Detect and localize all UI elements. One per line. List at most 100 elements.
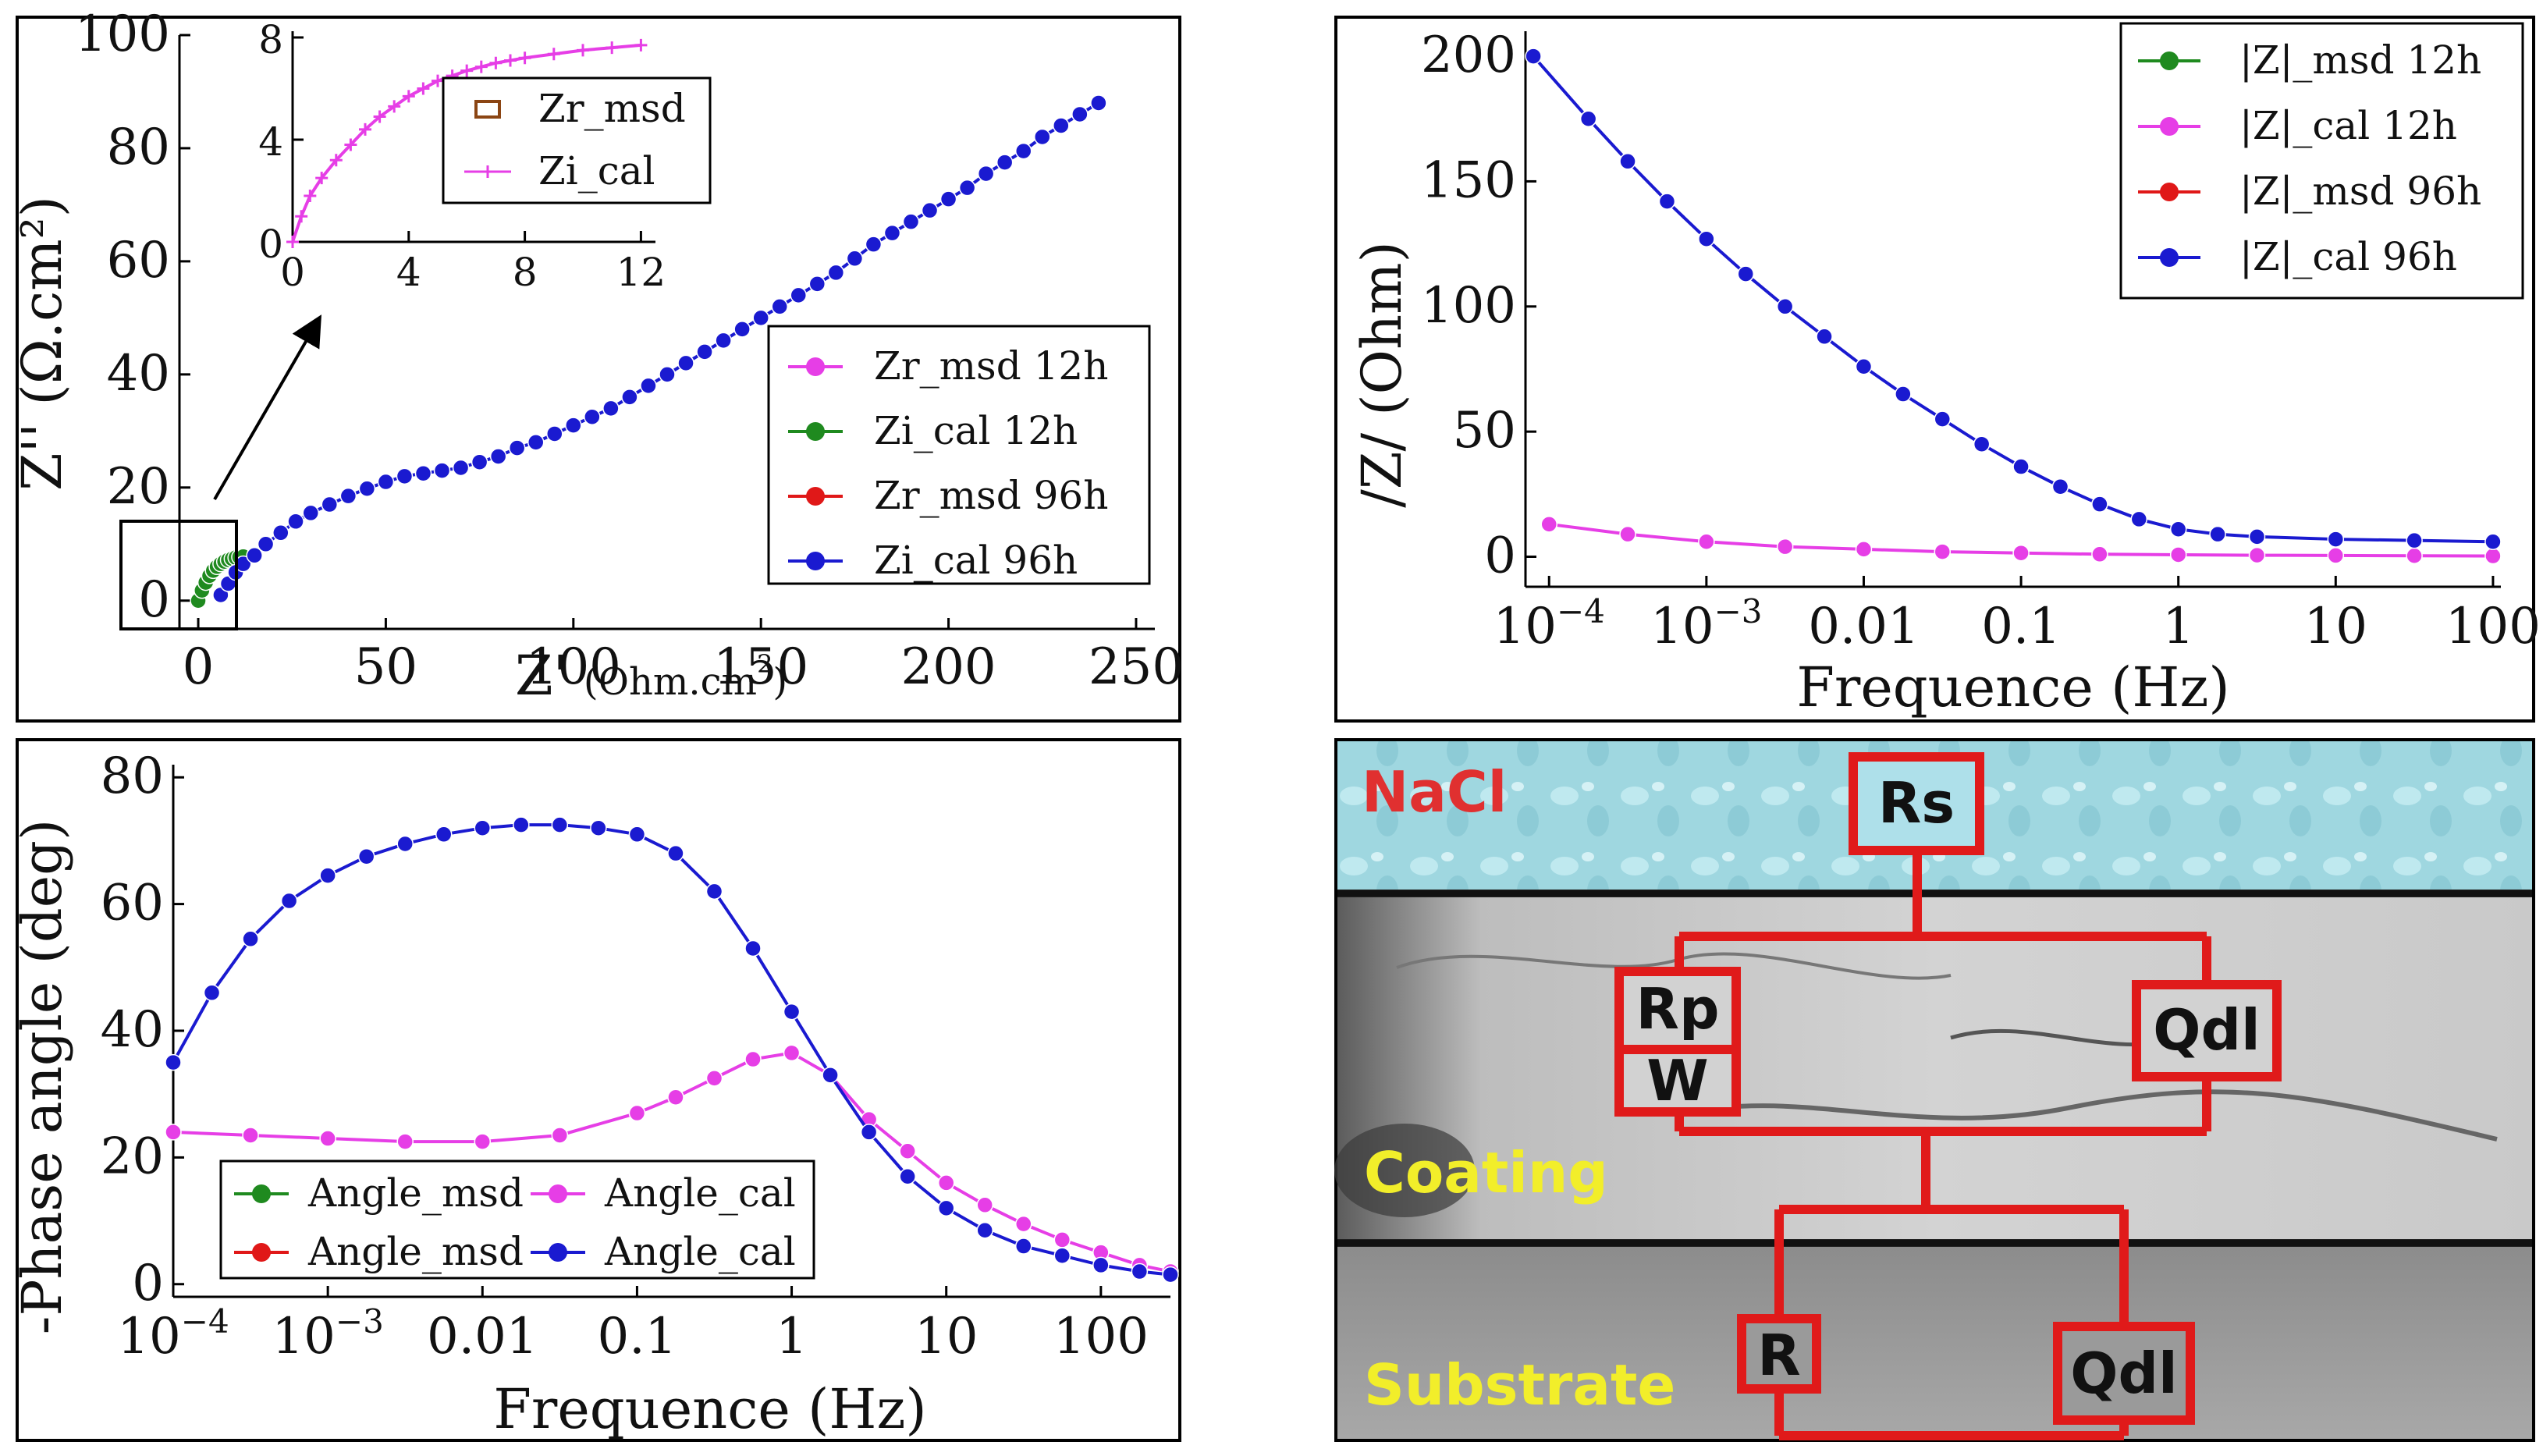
bode-phase-96h-point [937, 1199, 955, 1217]
bode-phase-96h-point [357, 847, 375, 865]
nyquist-inset: 0 4 8 12 0 4 8 Zr_msd Zi_cal [258, 17, 712, 295]
bode-phase-96h-point [1092, 1256, 1110, 1274]
y-tick-label: 0 [138, 571, 170, 629]
bode-phase-96h-point [242, 930, 259, 948]
bode-phase-96h-point [590, 819, 607, 836]
x-tick-text: 10 [117, 1308, 180, 1365]
bode-phase-96h-point [551, 816, 569, 833]
legend-label: |Z|_cal 96h [2239, 234, 2457, 279]
inset-zi-point [460, 64, 474, 77]
y-tick-label: 60 [107, 232, 170, 289]
nyquist-96h-point [257, 535, 275, 553]
legend-swatch-marker [2160, 248, 2179, 267]
x-tick-label: 10−3 [1650, 592, 1762, 655]
legend-label: Zi_cal 96h [874, 538, 1078, 583]
bode-mod-96h-point [2012, 458, 2030, 475]
inset-zi-point [315, 172, 329, 185]
inset-legend-box [442, 76, 712, 204]
y-tick-label: 0 [258, 222, 283, 267]
x-tick-text: 250 [1089, 638, 1184, 696]
legend-swatch-marker [2160, 117, 2179, 136]
bode-phase-96h-point [203, 984, 221, 1002]
legend-label: Angle_msd [307, 1229, 524, 1274]
legend-swatch-marker [806, 422, 825, 441]
nyquist-96h-point [1053, 117, 1070, 134]
nyquist-96h-point [677, 354, 694, 372]
bode-mod-12h-point [2406, 547, 2423, 564]
bode-mod-series [1525, 48, 2502, 565]
nyquist-y-ticks: 0 20 40 60 80 100 [75, 5, 190, 629]
legend-swatch-marker [806, 487, 825, 506]
inset-zi-point [304, 190, 317, 203]
x-tick-label: 100 [1053, 1308, 1149, 1365]
inset-zi-point [634, 38, 648, 51]
nyquist-96h-point [246, 547, 263, 564]
y-tick-label: 40 [107, 345, 170, 403]
x-tick-label: 0 [280, 250, 305, 295]
x-tick-exponent: −3 [1714, 592, 1763, 630]
x-tick-label: 10−4 [1493, 592, 1605, 655]
x-tick-label: 0.1 [1981, 598, 2061, 655]
inset-zi-point [329, 154, 343, 167]
x-tick-text: 1 [776, 1308, 808, 1365]
nyquist-zoom-arrow [213, 314, 322, 501]
legend-label: Zr_msd 96h [874, 473, 1108, 518]
bode-mod-96h-point [1934, 410, 1952, 428]
inset-zi-point [402, 90, 415, 103]
layer-label-coating: Coating [1364, 1140, 1608, 1206]
nyquist-96h-point [584, 408, 601, 425]
inset-zi-point [547, 48, 560, 61]
bode-mod-96h-point [1855, 358, 1873, 375]
bode-phase-96h-point [435, 826, 453, 843]
x-tick-label: 10−4 [117, 1302, 229, 1365]
inset-zi-point [606, 41, 619, 55]
inset-zi-point [286, 236, 299, 248]
legend-swatch-marker [2160, 183, 2179, 201]
y-tick-label: 80 [101, 748, 164, 805]
bode-phase-96h-point [744, 939, 762, 957]
x-tick-text: 100 [2445, 598, 2541, 655]
element-label-rs: Rs [1878, 770, 1955, 836]
y-tick-label: 150 [1421, 151, 1516, 209]
bode-mod-96h-point [1776, 298, 1794, 315]
circuit-wires [1675, 851, 2211, 1440]
bode-phase-12h-point [1053, 1231, 1071, 1248]
inset-zi-point [474, 60, 488, 73]
bode-phase-96h-point [1053, 1247, 1071, 1264]
nyquist-96h-point [1090, 94, 1107, 112]
bode-mod-96h-point [1525, 48, 1542, 65]
x-tick-label: 0.1 [598, 1308, 677, 1365]
bode-phase-x-ticks: 10−4 10−3 0.01 0.1 1 10 100 [117, 1286, 1149, 1365]
bode-phase-12h-point [783, 1044, 801, 1062]
y-tick-label: 20 [107, 458, 170, 516]
bode-phase-12h-point [242, 1127, 259, 1144]
bode-mod-96h-point [1973, 435, 1991, 453]
nyquist-96h-point [452, 459, 470, 477]
nyquist-96h-point [939, 190, 957, 208]
layer-label-substrate: Substrate [1364, 1352, 1675, 1418]
bode-mod-96h-point [1737, 265, 1755, 282]
bode-phase-12h-point [165, 1124, 182, 1141]
inset-legend-swatch [474, 100, 501, 119]
x-tick-label: 200 [900, 638, 996, 696]
bode-mod-12h-point [2091, 545, 2108, 563]
nyquist-96h-point [358, 480, 376, 498]
inset-zi-point [417, 82, 430, 95]
nyquist-96h-point [565, 417, 582, 434]
bode-phase-12h-point [319, 1130, 336, 1147]
x-tick-label: 1 [776, 1308, 808, 1365]
bode-mod-96h-point [1698, 230, 1715, 247]
x-tick-text: 1 [2162, 598, 2194, 655]
bode-mod-96h-point [1895, 385, 1912, 403]
nyquist-96h-point [1071, 105, 1089, 123]
coating-texture-line [1677, 1089, 2498, 1142]
bode-phase-12h-point [396, 1133, 414, 1150]
x-tick-text: 0.1 [1981, 598, 2061, 655]
bode-phase-96h-point [1131, 1262, 1149, 1280]
legend-label: |Z|_cal 12h [2239, 103, 2457, 148]
nyquist-96h-point [433, 462, 451, 479]
bode-mod-96h-point [2327, 531, 2345, 548]
nyquist-x-ticks: 0 50 100 150 200 250 [183, 618, 1184, 696]
